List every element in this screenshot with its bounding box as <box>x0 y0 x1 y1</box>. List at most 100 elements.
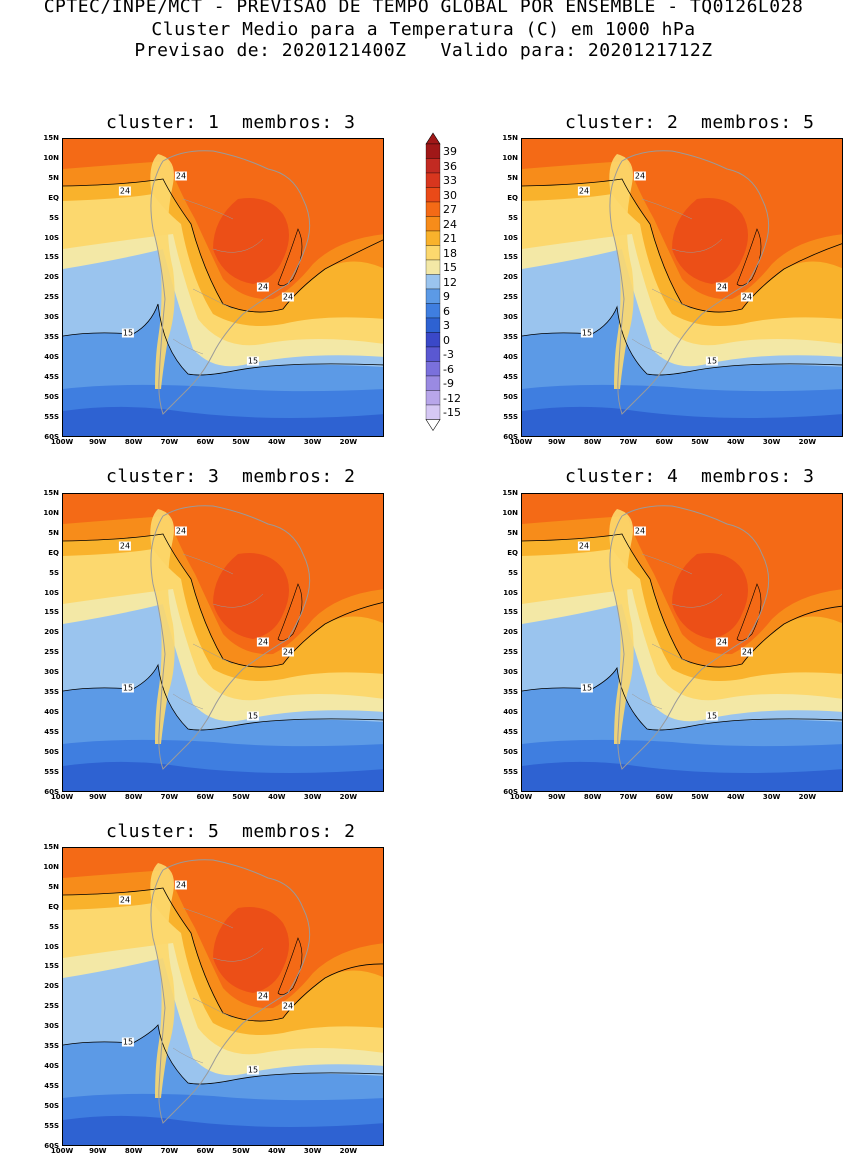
latitude-label: 55S <box>44 412 59 421</box>
legend-swatch <box>425 332 441 348</box>
panel-title: cluster: 5 membros: 2 <box>106 821 356 842</box>
longitude-label: 40W <box>268 438 286 446</box>
latitude-label: 25S <box>503 648 518 657</box>
latitude-label: 10S <box>503 588 518 597</box>
latitude-label: 30S <box>44 668 59 677</box>
longitude-label: 40W <box>727 793 745 801</box>
temperature-field <box>63 139 383 436</box>
legend-label: -3 <box>443 348 454 361</box>
color-legend: 39 36 33 30 27 24 21 18 15 12 9 6 3 0 -3 -6 -9 -12 -15 <box>425 132 485 442</box>
latitude-label: 20S <box>44 628 59 637</box>
longitude-label: 40W <box>727 438 745 446</box>
latitude-label: 20S <box>503 628 518 637</box>
legend-swatch <box>425 317 441 333</box>
contour-label: 24 <box>281 647 295 657</box>
temperature-field <box>522 139 842 436</box>
latitude-label: 5N <box>48 882 59 891</box>
latitude-label: 45S <box>503 372 518 381</box>
longitude-label: 80W <box>583 438 602 446</box>
latitude-label: 60S <box>44 432 59 441</box>
legend-label: 12 <box>443 275 457 289</box>
legend-swatch <box>425 274 441 290</box>
contour-label: 24 <box>633 171 647 181</box>
legend-swatch <box>425 346 441 362</box>
page-subtitle: Cluster Medio para a Temperatura (C) em … <box>151 19 696 40</box>
longitude-label: 60W <box>196 1147 214 1155</box>
legend-swatch <box>425 375 441 391</box>
longitude-label: 90W <box>89 438 107 446</box>
latitude-label: 50S <box>44 747 59 756</box>
latitude-label: 15N <box>43 134 59 142</box>
contour-label: 24 <box>577 186 591 196</box>
latitude-label: 15S <box>503 608 518 617</box>
legend-label: -15 <box>443 406 461 419</box>
longitude-label: 100W <box>50 793 74 801</box>
latitude-label: 50S <box>44 1101 59 1110</box>
latitude-label: 10S <box>44 588 59 597</box>
contour-label: 15 <box>121 328 135 338</box>
temperature-map: 24 24 24 24 15 15 <box>62 847 384 1146</box>
latitude-label: 10S <box>503 233 518 242</box>
longitude-label: 50W <box>691 438 709 446</box>
longitude-label: 100W <box>50 438 74 446</box>
legend-swatch <box>425 201 441 217</box>
legend-label: 36 <box>443 159 457 173</box>
contour-label: 15 <box>705 356 719 366</box>
page-title: CPTEC/INPE/MCT - PREVISAO DE TEMPO GLOBA… <box>43 0 804 17</box>
latitude-label: 60S <box>44 1141 59 1150</box>
latitude-label: 10N <box>502 153 518 162</box>
latitude-label: 15S <box>44 253 59 262</box>
contour-label: 15 <box>121 1037 135 1047</box>
latitude-label: 5N <box>48 173 59 182</box>
legend-label: 15 <box>443 261 457 274</box>
latitude-label: 5N <box>507 173 518 182</box>
latitude-label: 5S <box>49 922 59 931</box>
latitude-label: 35S <box>44 333 59 341</box>
contour-label: 24 <box>174 526 188 536</box>
latitude-label: 20S <box>44 982 59 991</box>
contour-label: 24 <box>256 282 270 292</box>
temperature-map: 24 24 24 24 15 15 <box>521 493 843 792</box>
latitude-label: 20S <box>44 273 59 282</box>
longitude-label: 40W <box>268 1147 286 1155</box>
panel-title: cluster: 3 membros: 2 <box>106 466 356 487</box>
latitude-label: 15N <box>43 843 59 851</box>
latitude-label: 15N <box>502 134 518 142</box>
latitude-label: 5N <box>507 528 518 537</box>
legend-swatch <box>425 404 441 420</box>
longitude-label: 90W <box>548 793 566 801</box>
longitude-label: 60W <box>655 793 673 801</box>
legend-label: 21 <box>443 232 457 245</box>
contour-label: 24 <box>118 541 132 551</box>
latitude-label: 45S <box>44 372 59 381</box>
longitude-label: 60W <box>196 793 214 801</box>
longitude-label: 80W <box>583 793 602 801</box>
latitude-label: 10S <box>44 233 59 242</box>
latitude-label: 5N <box>48 528 59 537</box>
legend-label: 30 <box>443 188 457 202</box>
latitude-label: 40S <box>503 352 518 361</box>
contour-label: 24 <box>715 637 729 647</box>
legend-label: 9 <box>443 290 450 303</box>
longitude-label: 30W <box>303 438 322 446</box>
legend-label: -12 <box>443 391 461 405</box>
temperature-map: 24 24 24 24 15 15 <box>521 138 843 437</box>
legend-label: 24 <box>443 217 457 231</box>
contour-label: 15 <box>580 683 594 693</box>
latitude-label: 35S <box>503 333 518 341</box>
legend-label: 27 <box>443 203 457 216</box>
longitude-label: 20W <box>798 793 817 801</box>
latitude-label: EQ <box>48 193 59 202</box>
latitude-label: 55S <box>44 1121 59 1130</box>
longitude-label: 30W <box>303 793 322 801</box>
temperature-field <box>522 494 842 791</box>
contour-label: 24 <box>715 282 729 292</box>
longitude-label: 60W <box>655 438 673 446</box>
contour-label: 24 <box>740 292 754 302</box>
contour-label: 15 <box>121 683 135 693</box>
latitude-label: 25S <box>44 1002 59 1011</box>
temperature-field <box>63 848 383 1145</box>
contour-label: 24 <box>740 647 754 657</box>
latitude-label: 25S <box>44 293 59 302</box>
legend-label: 6 <box>443 304 450 318</box>
